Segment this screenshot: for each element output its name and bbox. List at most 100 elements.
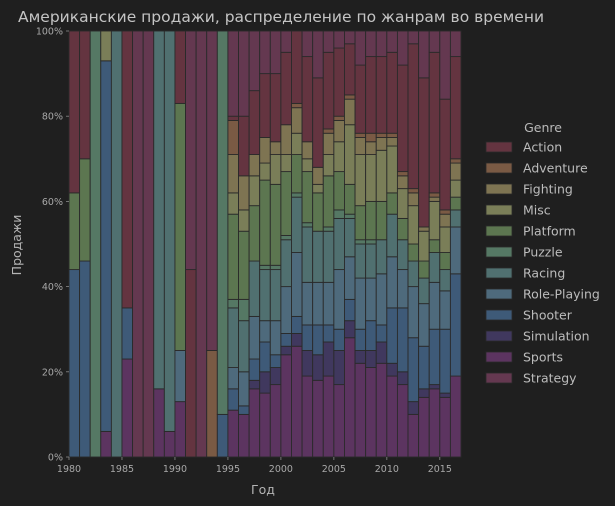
bar-segment-strategy-2009 (375, 30, 388, 58)
bar-segment-sports-2012 (407, 413, 420, 458)
bar-segment-shooter-2002 (301, 324, 314, 351)
x-tick-label: 1985 (110, 464, 134, 475)
bar-segment-simulation-2008 (365, 350, 377, 368)
bar-segment-strategy-2012 (407, 30, 420, 45)
bar-segment-shooter-1999 (269, 354, 282, 368)
legend-label-racing: Racing (523, 266, 565, 281)
bar-segment-adventure-2016 (449, 158, 462, 164)
x-tick-label: 1990 (163, 464, 187, 475)
bar-segment-simulation-2013 (418, 388, 430, 398)
bar-segment-fighting-2000 (280, 124, 292, 155)
bar-segment-fighting-1998 (259, 137, 271, 164)
bar-segment-role-playing-2014 (428, 281, 441, 330)
bar-segment-fighting-2016 (449, 162, 462, 181)
bar-segment-platform-2005 (333, 171, 345, 211)
bar-segment-sports-1996 (238, 413, 250, 458)
bar-segment-adventure-1995 (227, 120, 239, 155)
legend-swatch-adventure (485, 162, 513, 174)
bar-segment-fighting-2010 (386, 137, 398, 147)
bar-segment-sports-2002 (301, 375, 314, 458)
bar-segment-puzzle-2005 (333, 209, 345, 219)
bar-segment-adventure-2015 (439, 209, 451, 215)
bar-segment-strategy-2010 (386, 30, 398, 53)
legend-label-shooter: Shooter (523, 308, 573, 323)
legend-title: Genre (524, 120, 562, 135)
legend-swatch-shooter (485, 309, 513, 321)
bar-segment-role-playing-1996 (238, 371, 250, 407)
bar-segment-adventure-2001 (291, 102, 303, 109)
bar-segment-platform-2003 (312, 192, 324, 232)
bar-segment-action-2000 (280, 51, 292, 126)
bar-segment-fighting-2004 (322, 132, 335, 155)
bar-segment-puzzle-2002 (301, 222, 314, 228)
bar-segment-adventure-2004 (322, 128, 335, 134)
bar-segment-misc-1997 (248, 175, 261, 207)
bar-segment-sports-1998 (259, 392, 271, 458)
bar-segment-puzzle-1982 (89, 30, 102, 458)
bar-segment-shooter-2013 (418, 345, 430, 390)
bar-segment-puzzle-2007 (354, 239, 367, 245)
bar-segment-sports-1983 (100, 430, 112, 458)
bar-segment-strategy-2004 (322, 30, 335, 53)
bar-segment-sports-1989 (163, 430, 176, 458)
bar-segment-shooter-2000 (280, 333, 292, 347)
bar-segment-strategy-2003 (312, 30, 324, 79)
bar-segment-platform-1981 (79, 158, 91, 262)
bar-segment-role-playing-1999 (269, 320, 282, 356)
legend-label-strategy: Strategy (523, 371, 577, 386)
bar-segment-racing-2011 (396, 239, 409, 271)
legend-label-adventure: Adventure (523, 161, 588, 176)
bar-segment-shooter-1980 (68, 269, 81, 458)
bar-segment-misc-1995 (227, 192, 239, 215)
bar-segment-platform-1997 (248, 205, 261, 262)
bar-segment-fighting-2002 (301, 141, 314, 160)
bar-segment-strategy-1995 (227, 30, 239, 117)
bar-segment-action-2006 (344, 43, 356, 96)
bar-segment-puzzle-2004 (322, 226, 335, 232)
bar-segment-platform-2012 (407, 243, 420, 262)
bar-segment-racing-1997 (248, 260, 261, 317)
bar-segment-misc-2012 (407, 205, 420, 245)
bar-segment-misc-1999 (269, 154, 282, 185)
bar-segment-sports-2006 (344, 337, 356, 458)
bar-segment-racing-1999 (269, 269, 282, 322)
bar-segment-sports-2014 (428, 388, 441, 458)
bar-segment-racing-1998 (259, 269, 271, 322)
y-tick-label: 0% (48, 453, 63, 464)
legend-swatch-simulation (485, 330, 513, 342)
bars-layer (68, 30, 462, 458)
bar-segment-action-2016 (449, 56, 462, 160)
bar-segment-strategy-2014 (428, 30, 441, 53)
bar-segment-simulation-2003 (312, 354, 324, 381)
legend-swatch-racing (485, 267, 513, 279)
legend-label-role-playing: Role-Playing (523, 287, 600, 302)
bar-segment-role-playing-2013 (418, 303, 430, 347)
x-axis-ticks: 1980 1985 1990 1995 2000 2005 2010 2015 (57, 457, 452, 475)
bar-segment-fighting-2013 (418, 226, 430, 232)
bar-segment-adventure-2014 (428, 192, 441, 198)
bar-segment-platform-2004 (322, 175, 335, 228)
x-tick-label: 2010 (375, 464, 399, 475)
bar-segment-strategy-1986 (132, 30, 144, 458)
x-tick-label: 1995 (216, 464, 240, 475)
legend-swatch-misc (485, 204, 513, 216)
bar-segment-adventure-1993 (206, 350, 218, 458)
bar-segment-misc-2015 (439, 226, 451, 253)
bar-segment-strategy-2008 (365, 30, 377, 58)
bar-segment-racing-1984 (110, 30, 123, 458)
bar-segment-puzzle-1999 (269, 264, 282, 271)
bar-segment-strategy-2011 (396, 30, 409, 66)
bar-segment-racing-2005 (333, 217, 345, 271)
bar-segment-fighting-2012 (407, 192, 420, 207)
bar-segment-sports-2001 (291, 345, 303, 458)
bar-segment-strategy-1991 (185, 30, 197, 271)
bar-segment-fighting-2001 (291, 107, 303, 134)
bar-segment-simulation-2006 (344, 320, 356, 339)
bar-segment-platform-1999 (269, 183, 282, 266)
bar-segment-action-1996 (238, 115, 250, 177)
bar-segment-action-2014 (428, 51, 441, 194)
bar-segment-racing-2003 (312, 230, 324, 283)
bar-segment-fighting-2006 (344, 98, 356, 126)
bar-segment-racing-1996 (238, 320, 250, 373)
bar-segment-simulation-2012 (407, 401, 420, 415)
